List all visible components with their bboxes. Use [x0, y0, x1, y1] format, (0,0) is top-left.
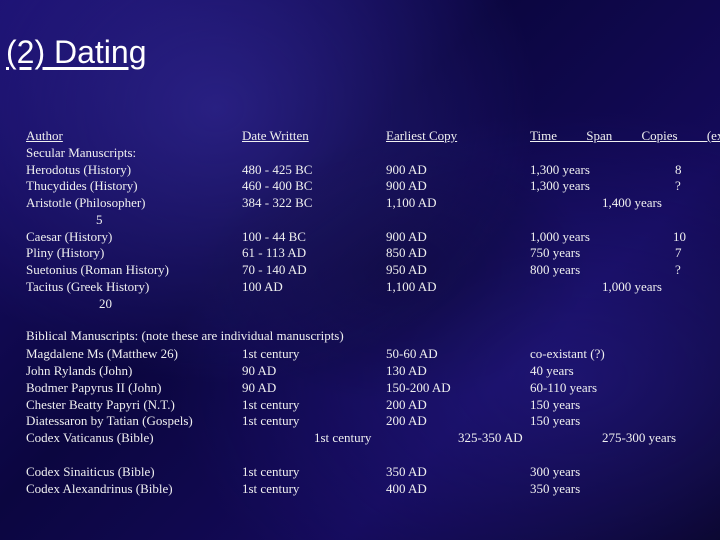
biblical-name: Codex Vaticanus (Bible): [26, 430, 154, 445]
secular-date: 460 - 400 BC: [242, 178, 313, 193]
biblical-copy: 350 AD: [386, 464, 427, 479]
secular-copy: 900 AD: [386, 178, 427, 193]
secular-author: Tacitus (Greek History): [26, 279, 150, 294]
secular-span: 1,000 years: [602, 279, 662, 294]
biblical-copy: 325-350 AD: [458, 430, 523, 445]
biblical-name: Codex Alexandrinus (Bible): [26, 481, 173, 496]
secular-author: Caesar (History): [26, 229, 113, 244]
biblical-copy: 130 AD: [386, 363, 427, 378]
header-time-span-copies: Time Span Copies (extent): [530, 128, 720, 143]
secular-date: 100 - 44 BC: [242, 229, 306, 244]
header-date-written: Date Written: [242, 128, 309, 143]
secular-copies: 10: [673, 229, 686, 244]
secular-span: 1,300 years: [530, 178, 590, 193]
biblical-date: 1st century: [314, 430, 372, 445]
secular-span: 1,000 years: [530, 229, 590, 244]
biblical-name: Chester Beatty Papyri (N.T.): [26, 397, 175, 412]
secular-author: Aristotle (Philosopher): [26, 195, 146, 210]
biblical-span: co-existant (?): [530, 346, 605, 361]
biblical-copy: 50-60 AD: [386, 346, 438, 361]
biblical-heading: Biblical Manuscripts: (note these are in…: [26, 328, 344, 343]
secular-copy: 950 AD: [386, 262, 427, 277]
biblical-span: 150 years: [530, 413, 581, 428]
biblical-name: Magdalene Ms (Matthew 26): [26, 346, 178, 361]
biblical-copy: 200 AD: [386, 413, 427, 428]
secular-copy: 1,100 AD: [386, 195, 437, 210]
secular-date: 100 AD: [242, 279, 283, 294]
biblical-copy: 400 AD: [386, 481, 427, 496]
secular-copies: 8: [675, 162, 682, 177]
secular-span: 750 years: [530, 245, 581, 260]
secular-author: Suetonius (Roman History): [26, 262, 169, 277]
secular-copy: 1,100 AD: [386, 279, 437, 294]
page-title: (2) Dating: [6, 34, 147, 70]
secular-span: 1,400 years: [602, 195, 662, 210]
biblical-copy: 150-200 AD: [386, 380, 451, 395]
secular-copies-count: 5: [96, 212, 103, 227]
secular-author: Thucydides (History): [26, 178, 138, 193]
secular-date: 61 - 113 AD: [242, 245, 307, 260]
biblical-date: 90 AD: [242, 363, 277, 378]
secular-span: 1,300 years: [530, 162, 590, 177]
secular-heading: Secular Manuscripts:: [26, 145, 137, 160]
biblical-name: John Rylands (John): [26, 363, 133, 378]
biblical-span: 300 years: [530, 464, 581, 479]
biblical-date: 1st century: [242, 481, 300, 496]
biblical-date: 1st century: [242, 464, 300, 479]
secular-copy: 850 AD: [386, 245, 427, 260]
secular-copies: 7: [675, 245, 682, 260]
biblical-span: 350 years: [530, 481, 581, 496]
secular-date: 384 - 322 BC: [242, 195, 313, 210]
biblical-name: Bodmer Papyrus II (John): [26, 380, 162, 395]
header-author: Author: [26, 128, 63, 143]
biblical-name: Diatessaron by Tatian (Gospels): [26, 413, 193, 428]
secular-copies: ?: [675, 262, 681, 277]
biblical-span: 275-300 years: [602, 430, 677, 445]
biblical-date: 1st century: [242, 346, 300, 361]
secular-copy: 900 AD: [386, 229, 427, 244]
secular-date: 70 - 140 AD: [242, 262, 307, 277]
biblical-copy: 200 AD: [386, 397, 427, 412]
biblical-span: 40 years: [530, 363, 574, 378]
secular-author: Herodotus (History): [26, 162, 132, 177]
secular-author: Pliny (History): [26, 245, 105, 260]
biblical-span: 60-110 years: [530, 380, 598, 395]
secular-copies: ?: [675, 178, 681, 193]
biblical-name: Codex Sinaiticus (Bible): [26, 464, 155, 479]
secular-copy: 900 AD: [386, 162, 427, 177]
secular-span: 800 years: [530, 262, 581, 277]
biblical-date: 1st century: [242, 413, 300, 428]
secular-copies-count: 20: [99, 296, 112, 311]
biblical-date: 90 AD: [242, 380, 277, 395]
header-earliest-copy: Earliest Copy: [386, 128, 458, 143]
secular-date: 480 - 425 BC: [242, 162, 313, 177]
biblical-date: 1st century: [242, 397, 300, 412]
biblical-span: 150 years: [530, 397, 581, 412]
